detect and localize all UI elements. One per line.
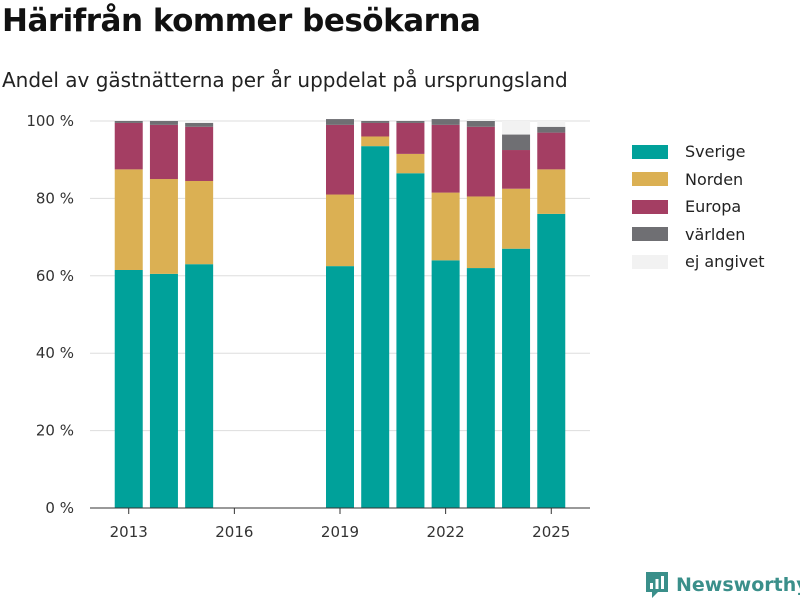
bar-stack-2023 xyxy=(466,119,495,508)
bar-segment[interactable] xyxy=(114,122,143,170)
bar-segment[interactable] xyxy=(466,126,495,197)
bar-stack-2021 xyxy=(396,121,425,508)
bar-segment[interactable] xyxy=(149,179,178,274)
bar-segment[interactable] xyxy=(431,119,460,125)
brand-name: Newsworthy xyxy=(676,574,800,596)
bar-segment[interactable] xyxy=(361,121,390,123)
bar-segment[interactable] xyxy=(537,132,566,170)
bar-segment[interactable] xyxy=(431,124,460,193)
bar-segment[interactable] xyxy=(502,188,531,249)
bar-segment[interactable] xyxy=(431,260,460,508)
bar-segment[interactable] xyxy=(185,264,214,508)
bar-segment[interactable] xyxy=(466,268,495,508)
x-tick-label: 2013 xyxy=(110,523,148,541)
bar-segment[interactable] xyxy=(326,266,354,508)
axes: 0 % 20 % 40 % 60 % 80 % 100 % 2013 2016 2019 2022… xyxy=(26,112,590,541)
chart-subtitle: Andel av gästnätterna per år uppdelat på… xyxy=(2,68,568,92)
legend-label: Europa xyxy=(685,197,742,217)
bar-segment[interactable] xyxy=(396,121,425,123)
bar-segment[interactable] xyxy=(149,273,178,508)
bar-segment[interactable] xyxy=(114,121,143,123)
y-tick-label: 100 % xyxy=(26,112,74,130)
legend-item-sverige[interactable]: Sverige xyxy=(632,138,765,166)
legend: Sverige Norden Europa världen ej angivet xyxy=(632,138,765,276)
bar-segment[interactable] xyxy=(431,192,460,261)
legend-item-europa[interactable]: Europa xyxy=(632,193,765,221)
bar-segment[interactable] xyxy=(502,150,531,189)
bar-segment[interactable] xyxy=(537,213,566,508)
bar-segment[interactable] xyxy=(114,269,143,508)
bar-stack-2014 xyxy=(149,121,178,508)
bar-segment[interactable] xyxy=(114,169,143,270)
bar-stack-2025 xyxy=(537,121,566,508)
bar-segment[interactable] xyxy=(185,126,214,181)
bar-segment[interactable] xyxy=(326,119,354,125)
bar-stacks xyxy=(114,119,566,508)
bar-segment[interactable] xyxy=(396,173,425,508)
bar-segment[interactable] xyxy=(149,124,178,180)
bar-segment[interactable] xyxy=(326,194,354,267)
bar-segment[interactable] xyxy=(537,126,566,133)
bar-segment[interactable] xyxy=(361,122,390,137)
bar-segment[interactable] xyxy=(185,180,214,265)
legend-item-varlden[interactable]: världen xyxy=(632,221,765,249)
x-tick-label: 2025 xyxy=(532,523,570,541)
x-tick-label: 2016 xyxy=(215,523,253,541)
legend-swatch-ej-angivet xyxy=(632,254,668,269)
legend-label: ej angivet xyxy=(685,252,765,272)
legend-swatch-sverige xyxy=(632,144,668,159)
newsworthy-logo-icon xyxy=(646,572,668,598)
bar-stack-2022 xyxy=(431,119,460,508)
bar-segment[interactable] xyxy=(537,121,566,127)
bar-segment[interactable] xyxy=(185,121,214,123)
bar-stack-2015 xyxy=(185,121,214,508)
y-tick-label: 60 % xyxy=(36,267,74,285)
bar-segment[interactable] xyxy=(502,134,531,151)
bar-segment[interactable] xyxy=(466,121,495,127)
legend-item-norden[interactable]: Norden xyxy=(632,166,765,194)
bar-stack-2013 xyxy=(114,121,143,508)
bar-stack-2024 xyxy=(502,121,531,508)
legend-label: Sverige xyxy=(685,142,746,162)
y-tick-label: 0 % xyxy=(45,499,74,517)
bar-segment[interactable] xyxy=(361,136,390,147)
bar-stack-2020 xyxy=(361,121,390,508)
legend-swatch-varlden xyxy=(632,227,668,242)
legend-item-ej-angivet[interactable]: ej angivet xyxy=(632,248,765,276)
brand-logo[interactable]: Newsworthy xyxy=(644,570,800,600)
x-tick-label: 2019 xyxy=(321,523,359,541)
bar-segment[interactable] xyxy=(537,169,566,214)
legend-label: världen xyxy=(685,224,746,244)
legend-label: Norden xyxy=(685,169,744,189)
bar-segment[interactable] xyxy=(326,124,354,195)
bar-segment[interactable] xyxy=(361,146,390,508)
bar-segment[interactable] xyxy=(185,122,214,127)
y-tick-label: 80 % xyxy=(36,189,74,207)
legend-swatch-norden xyxy=(632,172,668,187)
bar-segment[interactable] xyxy=(149,121,178,125)
legend-swatch-europa xyxy=(632,199,668,214)
x-tick-label: 2022 xyxy=(427,523,465,541)
bar-stack-2019 xyxy=(326,119,354,508)
bar-segment[interactable] xyxy=(396,153,425,174)
chart-title: Härifrån kommer besökarna xyxy=(2,3,481,39)
bar-segment[interactable] xyxy=(502,121,531,135)
y-tick-label: 40 % xyxy=(36,344,74,362)
bar-segment[interactable] xyxy=(466,119,495,121)
bar-segment[interactable] xyxy=(466,196,495,269)
y-tick-label: 20 % xyxy=(36,422,74,440)
bar-segment[interactable] xyxy=(396,122,425,154)
bar-segment[interactable] xyxy=(502,248,531,508)
